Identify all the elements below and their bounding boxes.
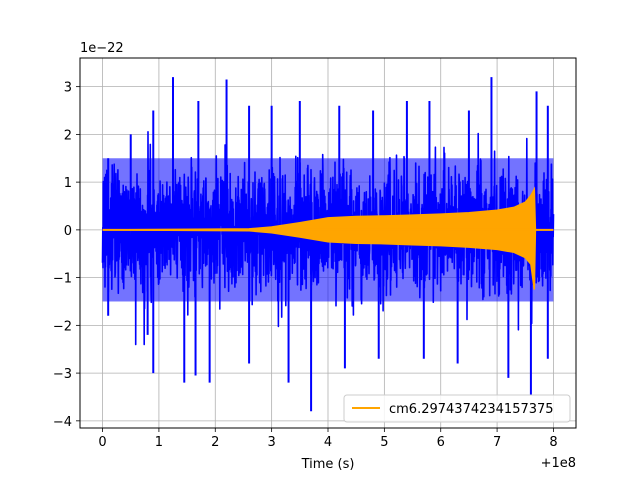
y-tick-label: 1 [64, 176, 72, 191]
series-template [102, 186, 554, 290]
x-tick-label: 3 [267, 435, 275, 450]
x-tick-label: 2 [211, 435, 219, 450]
y-tick-label: −1 [53, 272, 72, 287]
y-tick-label: −2 [53, 319, 72, 334]
template-envelope [102, 186, 554, 290]
x-tick-label: 5 [380, 435, 388, 450]
y-scale-label: 1e−22 [80, 41, 124, 56]
y-tick-label: −3 [53, 367, 72, 382]
x-offset-label: +1e8 [541, 456, 576, 471]
x-axis-label: Time (s) [301, 457, 355, 472]
ticks: 0 1 2 3 4 5 6 7 8 −4 −3 −2 −1 0 1 2 3 [53, 81, 558, 450]
y-tick-label: 0 [64, 224, 72, 239]
legend-label-template: cm6.2974374234157375 [389, 402, 554, 417]
x-tick-label: 6 [437, 435, 445, 450]
legend: cm6.2974374234157375 [343, 394, 571, 423]
x-tick-label: 1 [155, 435, 163, 450]
x-tick-label: 8 [549, 435, 557, 450]
legend-box [343, 394, 571, 423]
x-tick-label: 0 [98, 435, 106, 450]
y-tick-label: 2 [64, 128, 72, 143]
y-tick-label: −4 [53, 415, 72, 430]
y-tick-label: 3 [64, 81, 72, 96]
x-tick-label: 4 [324, 435, 332, 450]
x-tick-label: 7 [493, 435, 501, 450]
